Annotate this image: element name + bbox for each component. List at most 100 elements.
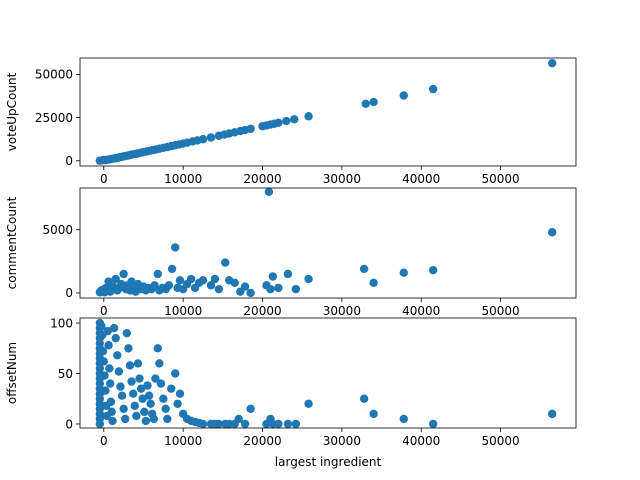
y-tick-label-voteupcount-2: 50000 [35, 68, 73, 82]
point-offsetnum-86 [240, 419, 250, 429]
point-offsetnum-35 [108, 416, 117, 426]
subplot-voteupcount: 0 10000 20000 30000 40000 50000 0 25000 50000 vot… [5, 57, 577, 186]
point-offsetnum-68 [163, 414, 172, 424]
subplot-commentcount: 0 10000 20000 30000 40000 50000 0 5000 commentCo… [5, 187, 577, 318]
point-commentcount-46 [210, 274, 220, 284]
point-offsetnum-45 [124, 344, 133, 353]
y-axis-label-voteupcount: voteUpCount [5, 72, 19, 151]
point-offsetnum-34 [107, 407, 116, 417]
point-offsetnum-64 [155, 359, 164, 368]
x-tick-label-voteupcount-4: 40000 [402, 172, 440, 186]
point-offsetnum-50 [132, 411, 141, 421]
x-tick-label-voteupcount-1: 10000 [164, 172, 202, 186]
point-commentcount-34 [164, 281, 174, 290]
point-offsetnum-58 [144, 391, 154, 400]
point-commentcount-65 [428, 265, 438, 275]
point-offsetnum-39 [114, 367, 124, 376]
point-offsetnum-85 [234, 414, 243, 424]
point-offsetnum-96 [369, 409, 378, 419]
y-tick-label-offsetnum-0: 0 [65, 417, 73, 431]
point-offsetnum-71 [173, 399, 182, 408]
point-commentcount-20 [127, 277, 136, 286]
point-offsetnum-25 [100, 371, 109, 380]
point-voteupcount-55 [428, 84, 438, 94]
point-commentcount-58 [274, 283, 283, 293]
point-voteupcount-50 [290, 115, 299, 124]
point-offsetnum-92 [283, 419, 293, 429]
point-offsetnum-69 [167, 384, 176, 393]
point-commentcount-64 [399, 268, 408, 277]
point-commentcount-50 [230, 278, 239, 288]
point-offsetnum-56 [141, 416, 151, 426]
point-offsetnum-38 [113, 351, 122, 360]
point-voteupcount-54 [399, 91, 408, 100]
point-offsetnum-62 [151, 374, 160, 383]
point-voteupcount-35 [198, 135, 208, 144]
point-commentcount-61 [304, 274, 313, 284]
point-offsetnum-37 [111, 333, 120, 343]
plot-frame-voteupcount [79, 57, 577, 167]
point-offsetnum-31 [105, 364, 114, 373]
x-tick-label-commentcount-0: 0 [100, 304, 108, 318]
point-offsetnum-91 [274, 419, 283, 429]
point-offsetnum-93 [291, 419, 301, 429]
points-commentcount [95, 187, 557, 298]
point-commentcount-16 [119, 269, 128, 279]
point-offsetnum-26 [101, 386, 110, 395]
x-tick-label-offsetnum-1: 10000 [164, 434, 202, 448]
point-offsetnum-57 [143, 381, 152, 390]
y-tick-label-voteupcount-1: 25000 [35, 111, 73, 125]
point-voteupcount-36 [206, 133, 216, 142]
point-offsetnum-23 [98, 347, 108, 356]
x-tick-label-commentcount-2: 20000 [243, 304, 281, 318]
x-tick-label-offsetnum-3: 30000 [323, 434, 361, 448]
point-offsetnum-40 [116, 382, 125, 391]
point-offsetnum-97 [399, 414, 408, 424]
point-commentcount-55 [264, 187, 274, 196]
x-axis-label-offsetnum: largest ingredient [275, 455, 382, 469]
y-tick-label-commentcount-1: 5000 [42, 223, 73, 237]
y-axis-label-commentcount: commentCount [5, 196, 19, 289]
point-commentcount-12 [111, 274, 120, 284]
point-voteupcount-51 [304, 112, 313, 121]
point-commentcount-53 [246, 288, 255, 298]
point-voteupcount-53 [369, 97, 378, 107]
point-offsetnum-67 [161, 404, 170, 414]
y-tick-label-voteupcount-0: 0 [65, 154, 73, 168]
point-voteupcount-48 [274, 118, 283, 128]
point-offsetnum-59 [146, 399, 155, 408]
x-tick-label-voteupcount-5: 50000 [482, 172, 520, 186]
point-offsetnum-21 [97, 321, 106, 331]
point-offsetnum-55 [140, 407, 149, 417]
x-tick-label-voteupcount-2: 20000 [243, 172, 281, 186]
y-tick-label-offsetnum-1: 50 [58, 367, 73, 381]
point-offsetnum-63 [153, 344, 162, 353]
point-voteupcount-49 [282, 116, 291, 126]
point-offsetnum-87 [246, 404, 255, 414]
point-commentcount-52 [240, 282, 250, 291]
point-offsetnum-52 [135, 374, 144, 383]
point-offsetnum-20 [95, 419, 105, 429]
point-offsetnum-98 [428, 419, 438, 429]
point-voteupcount-52 [361, 99, 370, 108]
point-offsetnum-49 [130, 401, 139, 410]
x-tick-label-offsetnum-2: 20000 [243, 434, 281, 448]
point-commentcount-38 [175, 276, 185, 285]
point-voteupcount-56 [547, 58, 557, 68]
point-offsetnum-41 [117, 391, 127, 400]
plot-frame-commentcount [79, 187, 577, 299]
y-tick-label-commentcount-0: 0 [65, 286, 73, 300]
point-commentcount-57 [268, 272, 278, 281]
point-offsetnum-94 [304, 399, 313, 408]
point-offsetnum-54 [138, 394, 147, 403]
point-offsetnum-46 [125, 361, 135, 370]
point-offsetnum-81 [214, 419, 224, 429]
point-commentcount-44 [198, 276, 208, 285]
point-offsetnum-42 [119, 404, 128, 414]
points-voteupcount [95, 58, 557, 165]
point-offsetnum-61 [149, 414, 158, 424]
point-offsetnum-43 [121, 414, 130, 424]
x-tick-label-commentcount-4: 40000 [402, 304, 440, 318]
point-commentcount-56 [266, 284, 275, 294]
point-commentcount-48 [221, 258, 230, 267]
